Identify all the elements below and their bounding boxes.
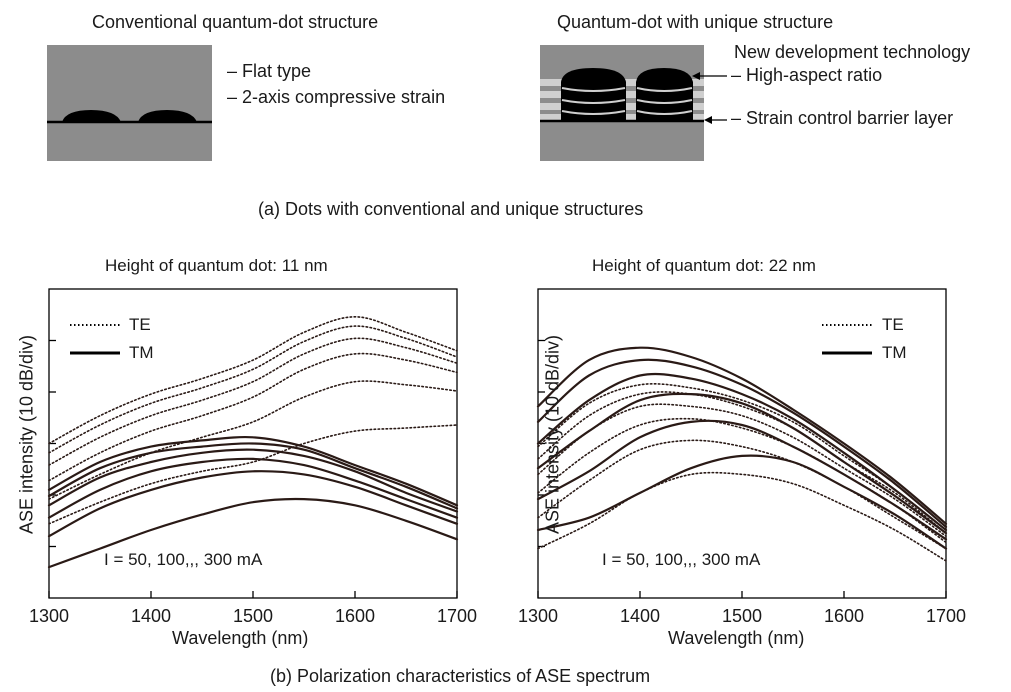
- chart2-series-tm: [536, 358, 948, 528]
- chart1-series-te: [48, 380, 458, 500]
- arrow-head: [704, 116, 712, 124]
- chart1-legend-tm: TM: [129, 343, 154, 362]
- chart2-xtick-label: 1600: [824, 606, 864, 626]
- chart1-series-te: [48, 424, 458, 525]
- chart2-series-tm: [536, 346, 948, 525]
- chart1-annotation: I = 50, 100,,, 300 mA: [104, 550, 263, 569]
- chart1-series-te: [48, 315, 458, 445]
- new-development-heading: New development technology: [734, 42, 971, 62]
- chart2-title: Height of quantum dot: 22 nm: [592, 256, 816, 275]
- chart1-series-te: [48, 352, 458, 482]
- chart1-xlabel: Wavelength (nm): [172, 628, 309, 648]
- chart1-xtick-label: 1600: [335, 606, 375, 626]
- chart1-xtick-label: 1400: [131, 606, 171, 626]
- chart1-series-tm: [47, 448, 459, 513]
- dot-layer-edge: [636, 99, 693, 104]
- chart2-series-te: [537, 391, 947, 534]
- chart2-xtick-label: 1400: [620, 606, 660, 626]
- chart1-series-te: [48, 337, 458, 466]
- conventional-dot-diagram: [47, 45, 212, 161]
- chart2-series-te: [537, 439, 947, 550]
- chart2-series-tm: [536, 419, 948, 541]
- flat-dot: [138, 110, 197, 122]
- barrier-layer-note: – Strain control barrier layer: [731, 108, 954, 128]
- conventional-substrate: [47, 45, 212, 161]
- chart2-legend-tm: TM: [882, 343, 907, 362]
- chart1-legend-te: TE: [129, 315, 151, 334]
- chart1-xtick-label: 1300: [29, 606, 69, 626]
- compressive-strain-note: – 2-axis compressive strain: [227, 87, 446, 107]
- chart2-series-te: [537, 417, 947, 544]
- chart1-series-tm: [47, 442, 459, 510]
- arrow-head: [692, 72, 700, 80]
- dot-layer-edge: [636, 110, 693, 115]
- high-aspect-note: – High-aspect ratio: [731, 65, 883, 85]
- chart2-xtick-label: 1500: [722, 606, 762, 626]
- chart2-xtick-label: 1700: [926, 606, 966, 626]
- chart2-series-tm: [536, 454, 948, 550]
- chart2-series-te: [537, 383, 947, 531]
- chart2-annotation: I = 50, 100,,, 300 mA: [602, 550, 761, 569]
- chart2-series-tm: [536, 372, 948, 532]
- chart2-legend-te: TE: [882, 315, 904, 334]
- unique-dot-diagram: [540, 45, 727, 161]
- high-aspect-dot: [561, 68, 626, 121]
- chart1-title: Height of quantum dot: 11 nm: [105, 256, 328, 275]
- chart2-ylabel: ASE intensity (10 dB/div): [542, 334, 563, 535]
- high-aspect-dot: [636, 68, 693, 121]
- dot-layer-edge: [561, 87, 626, 92]
- chart1-series-tm: [47, 470, 459, 538]
- chart1-ylabel: ASE intensity (10 dB/div): [16, 334, 37, 535]
- unique-structure-title: Quantum-dot with unique structure: [557, 12, 834, 32]
- chart2-xlabel: Wavelength (nm): [668, 628, 805, 648]
- chart1-series-tm: [47, 435, 459, 507]
- chart1-series-tm: [47, 497, 459, 569]
- dot-layer-edge: [561, 110, 626, 115]
- dot-layer-edge: [636, 87, 693, 92]
- chart1-xtick-label: 1500: [233, 606, 273, 626]
- caption-a: (a) Dots with conventional and unique st…: [258, 199, 644, 219]
- chart2-series-te: [537, 471, 947, 562]
- chart1-xtick-label: 1700: [437, 606, 477, 626]
- chart2-series-tm: [536, 392, 948, 535]
- chart1-series-te: [48, 325, 458, 454]
- caption-b: (b) Polarization characteristics of ASE …: [270, 666, 651, 686]
- dot-layer-edge: [561, 99, 626, 104]
- flat-dot: [62, 110, 121, 122]
- flat-type-note: – Flat type: [227, 61, 312, 81]
- chart1-series-tm: [47, 457, 459, 519]
- conventional-structure-title: Conventional quantum-dot structure: [92, 12, 379, 32]
- chart2-xtick-label: 1300: [518, 606, 558, 626]
